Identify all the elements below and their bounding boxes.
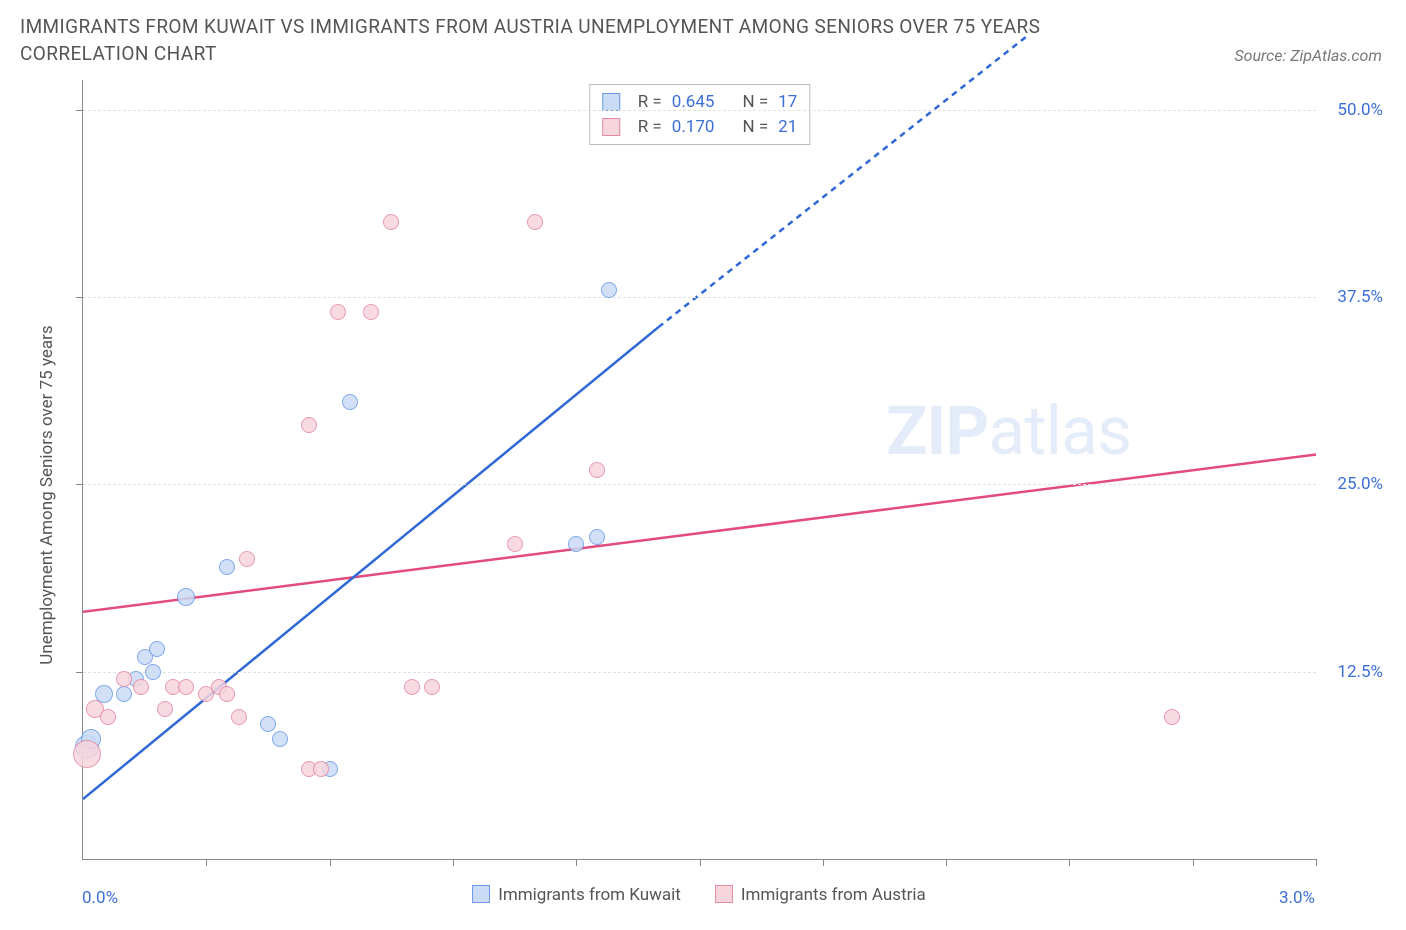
scatter-point-kuwait	[589, 529, 605, 545]
scatter-point-austria	[527, 214, 543, 230]
regression-line	[658, 35, 1028, 327]
stat-n-value: 21	[778, 115, 797, 140]
regression-lines-layer	[83, 80, 1316, 859]
legend-label: Immigrants from Austria	[741, 885, 926, 905]
x-tick	[206, 859, 207, 866]
scatter-point-austria	[178, 679, 194, 695]
scatter-point-austria	[589, 462, 605, 478]
scatter-point-kuwait	[219, 559, 235, 575]
scatter-point-austria	[116, 671, 132, 687]
gridline	[83, 297, 1316, 298]
x-tick	[1193, 859, 1194, 866]
scatter-point-kuwait	[601, 282, 617, 298]
regression-line	[83, 327, 658, 799]
source-attribution: Source: ZipAtlas.com	[1234, 46, 1382, 65]
legend-item-kuwait: Immigrants from Kuwait	[472, 885, 681, 905]
x-tick	[1316, 859, 1317, 866]
scatter-point-austria	[404, 679, 420, 695]
stats-legend-box: R =0.645N =17R =0.170N =21	[589, 84, 811, 145]
y-tick-label: 12.5%	[1337, 662, 1383, 682]
regression-line	[83, 455, 1316, 612]
scatter-point-kuwait	[149, 641, 165, 657]
y-tick-label: 50.0%	[1337, 100, 1383, 120]
scatter-point-kuwait	[177, 588, 195, 606]
scatter-point-kuwait	[145, 664, 161, 680]
series-legend: Immigrants from Kuwait Immigrants from Au…	[82, 880, 1316, 910]
stats-row-austria: R = 0.170 N = 21	[602, 115, 798, 140]
scatter-point-austria	[424, 679, 440, 695]
x-tick	[823, 859, 824, 866]
x-tick	[330, 859, 331, 866]
y-axis-label: Unemployment Among Seniors over 75 years	[37, 325, 57, 664]
scatter-point-austria	[239, 551, 255, 567]
scatter-point-kuwait	[272, 731, 288, 747]
stat-label: R =	[638, 115, 662, 140]
scatter-point-austria	[157, 701, 173, 717]
scatter-point-austria	[100, 709, 116, 725]
stat-r-value: 0.170	[672, 115, 715, 140]
scatter-point-kuwait	[260, 716, 276, 732]
y-tick	[76, 297, 83, 298]
scatter-point-kuwait	[116, 686, 132, 702]
legend-item-austria: Immigrants from Austria	[715, 885, 926, 905]
scatter-point-austria	[73, 740, 101, 768]
chart-container: IMMIGRANTS FROM KUWAIT VS IMMIGRANTS FRO…	[0, 0, 1406, 930]
y-axis-tick-labels: 12.5% 25.0% 37.5% 50.0%	[1321, 80, 1386, 860]
scatter-point-austria	[133, 679, 149, 695]
x-tick	[453, 859, 454, 866]
x-tick	[576, 859, 577, 866]
scatter-point-austria	[330, 304, 346, 320]
chart-area: Unemployment Among Seniors over 75 years…	[20, 80, 1386, 910]
scatter-point-kuwait	[342, 394, 358, 410]
legend-label: Immigrants from Kuwait	[498, 885, 681, 905]
scatter-point-kuwait	[568, 536, 584, 552]
scatter-point-austria	[507, 536, 523, 552]
plot-area: ZIPatlas R =0.645N =17R =0.170N =21	[82, 80, 1316, 860]
scatter-point-austria	[219, 686, 235, 702]
scatter-point-austria	[301, 417, 317, 433]
scatter-point-austria	[363, 304, 379, 320]
y-tick-label: 25.0%	[1337, 474, 1383, 494]
legend-swatch	[602, 93, 620, 111]
y-tick	[76, 110, 83, 111]
watermark: ZIPatlas	[886, 391, 1131, 471]
stat-label: N =	[742, 115, 768, 140]
scatter-point-austria	[1164, 709, 1180, 725]
x-tick	[700, 859, 701, 866]
y-tick	[76, 484, 83, 485]
chart-title: IMMIGRANTS FROM KUWAIT VS IMMIGRANTS FRO…	[20, 14, 1120, 67]
scatter-point-austria	[231, 709, 247, 725]
legend-swatch	[602, 118, 620, 136]
scatter-point-austria	[313, 761, 329, 777]
legend-swatch	[472, 885, 490, 903]
gridline	[83, 484, 1316, 485]
x-tick	[946, 859, 947, 866]
legend-swatch	[715, 885, 733, 903]
y-tick	[76, 672, 83, 673]
gridline	[83, 672, 1316, 673]
scatter-point-austria	[383, 214, 399, 230]
gridline	[83, 110, 1316, 111]
y-tick-label: 37.5%	[1337, 287, 1383, 307]
x-tick	[1069, 859, 1070, 866]
